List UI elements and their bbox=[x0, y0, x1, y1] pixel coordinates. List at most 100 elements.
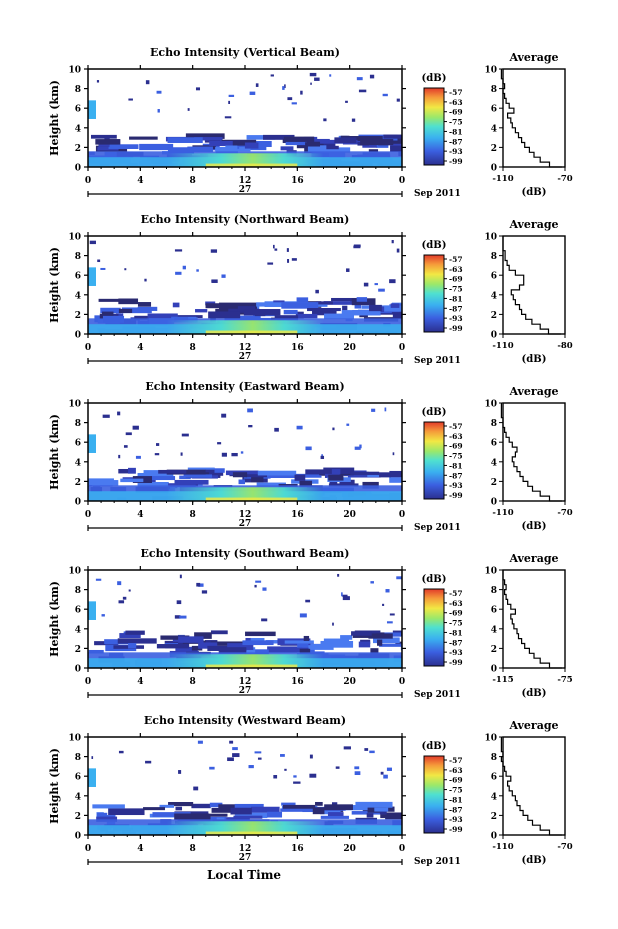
avg-y-tick-label: 8 bbox=[491, 753, 497, 763]
avg-x-tick-label: -115 bbox=[492, 675, 513, 685]
y-tick-label: 4 bbox=[75, 124, 81, 134]
colorbar-tick-label: -99 bbox=[449, 658, 463, 667]
colorbar-tick-label: -69 bbox=[449, 776, 463, 785]
y-tick-label: 4 bbox=[75, 291, 81, 301]
y-tick-label: 4 bbox=[75, 458, 81, 468]
y-tick-label: 10 bbox=[68, 400, 81, 410]
y-tick-label: 2 bbox=[75, 144, 81, 154]
colorbar-tick-label: -87 bbox=[449, 137, 463, 146]
x-tick-label: 0 bbox=[399, 510, 405, 520]
avg-x-tick-label: -110 bbox=[492, 341, 513, 351]
average-profile-line bbox=[500, 403, 562, 502]
avg-x-tick-label: -110 bbox=[492, 842, 513, 852]
y-tick-label: 10 bbox=[68, 734, 81, 744]
y-tick-label: 2 bbox=[75, 812, 81, 822]
avg-x-tick-label: -70 bbox=[557, 174, 572, 184]
colorbar-tick-label: -57 bbox=[449, 255, 463, 264]
colorbar bbox=[423, 254, 445, 333]
panel-1: Echo Intensity (Vertical Beam) 0 2 4 6 8 10 0 4 8… bbox=[48, 46, 573, 199]
y-tick-label: 2 bbox=[75, 645, 81, 655]
heatmap-field bbox=[88, 573, 402, 668]
average-frame bbox=[502, 569, 566, 669]
heatmap-field bbox=[88, 239, 402, 334]
colorbar-tick-label: -93 bbox=[449, 147, 463, 156]
colorbar-label: (dB) bbox=[422, 407, 447, 418]
colorbar bbox=[423, 588, 445, 667]
average-title: Average bbox=[508, 51, 558, 64]
average-profile-line bbox=[500, 69, 562, 168]
x-tick-label: 4 bbox=[137, 343, 143, 353]
avg-x-tick-label: -75 bbox=[557, 675, 572, 685]
avg-y-tick-label: 10 bbox=[484, 66, 497, 76]
x-tick-label: 0 bbox=[399, 176, 405, 186]
x-tick-label: 12 bbox=[239, 343, 252, 353]
y-tick-label: 6 bbox=[75, 439, 81, 449]
colorbar-tick-label: -69 bbox=[449, 275, 463, 284]
date-day: 27 bbox=[239, 185, 252, 195]
x-tick-label: 20 bbox=[343, 176, 356, 186]
avg-y-tick-label: 4 bbox=[491, 625, 497, 635]
avg-x-tick-label: -70 bbox=[557, 842, 572, 852]
colorbar-tick-label: -63 bbox=[449, 98, 463, 107]
x-tick-label: 20 bbox=[343, 677, 356, 687]
date-month: Sep 2011 bbox=[414, 189, 461, 199]
colorbar-tick-label: -75 bbox=[449, 285, 463, 294]
colorbar-tick-label: -63 bbox=[449, 599, 463, 608]
colorbar-tick-label: -99 bbox=[449, 157, 463, 166]
average-title: Average bbox=[508, 552, 558, 565]
panel-3: Echo Intensity (Eastward Beam) 0 2 4 6 8 10 0 4 8… bbox=[48, 380, 573, 533]
x-tick-label: 20 bbox=[343, 844, 356, 854]
heatmap-field bbox=[88, 740, 402, 835]
colorbar-tick-label: -93 bbox=[449, 648, 463, 657]
x-tick-label: 0 bbox=[85, 176, 91, 186]
colorbar-tick-label: -99 bbox=[449, 324, 463, 333]
date-month: Sep 2011 bbox=[414, 857, 461, 867]
x-tick-label: 8 bbox=[190, 510, 196, 520]
x-tick-label: 0 bbox=[399, 343, 405, 353]
y-tick-label: 4 bbox=[75, 792, 81, 802]
avg-y-tick-label: 2 bbox=[491, 478, 497, 488]
x-tick-label: 4 bbox=[137, 176, 143, 186]
y-axis-label: Height (km) bbox=[48, 80, 61, 156]
x-tick-label: 12 bbox=[239, 176, 252, 186]
average-frame bbox=[502, 235, 566, 335]
x-tick-label: 4 bbox=[137, 677, 143, 687]
x-tick-label: 4 bbox=[137, 510, 143, 520]
average-profile-line bbox=[502, 236, 561, 335]
date-month: Sep 2011 bbox=[414, 356, 461, 366]
colorbar-tick-label: -63 bbox=[449, 432, 463, 441]
colorbar-label: (dB) bbox=[422, 240, 447, 251]
colorbar-tick-label: -57 bbox=[449, 589, 463, 598]
panel-title: Echo Intensity (Eastward Beam) bbox=[145, 380, 344, 393]
x-tick-label: 16 bbox=[291, 844, 304, 854]
colorbar-tick-label: -87 bbox=[449, 304, 463, 313]
y-tick-label: 2 bbox=[75, 311, 81, 321]
avg-y-tick-label: 10 bbox=[484, 734, 497, 744]
date-day: 27 bbox=[239, 519, 252, 529]
colorbar-tick-label: -81 bbox=[449, 795, 463, 804]
colorbar-tick-label: -81 bbox=[449, 628, 463, 637]
avg-y-tick-label: 2 bbox=[491, 144, 497, 154]
colorbar-tick-label: -75 bbox=[449, 619, 463, 628]
x-tick-label: 8 bbox=[190, 844, 196, 854]
y-tick-label: 6 bbox=[75, 105, 81, 115]
avg-y-tick-label: 6 bbox=[491, 606, 497, 616]
x-tick-label: 0 bbox=[85, 677, 91, 687]
colorbar-tick-label: -81 bbox=[449, 127, 463, 136]
x-tick-label: 12 bbox=[239, 510, 252, 520]
x-tick-label: 8 bbox=[190, 677, 196, 687]
avg-x-tick-label: -110 bbox=[492, 174, 513, 184]
colorbar-label: (dB) bbox=[422, 741, 447, 752]
average-xlabel: (dB) bbox=[522, 688, 547, 699]
avg-y-tick-label: 8 bbox=[491, 85, 497, 95]
y-tick-label: 10 bbox=[68, 66, 81, 76]
avg-y-tick-label: 4 bbox=[491, 792, 497, 802]
y-tick-label: 6 bbox=[75, 773, 81, 783]
x-axis-label: Local Time bbox=[207, 868, 281, 882]
avg-y-tick-label: 8 bbox=[491, 586, 497, 596]
x-tick-label: 0 bbox=[399, 844, 405, 854]
colorbar-tick-label: -57 bbox=[449, 422, 463, 431]
x-tick-label: 12 bbox=[239, 844, 252, 854]
heatmap-field bbox=[88, 407, 402, 501]
colorbar-tick-label: -87 bbox=[449, 638, 463, 647]
